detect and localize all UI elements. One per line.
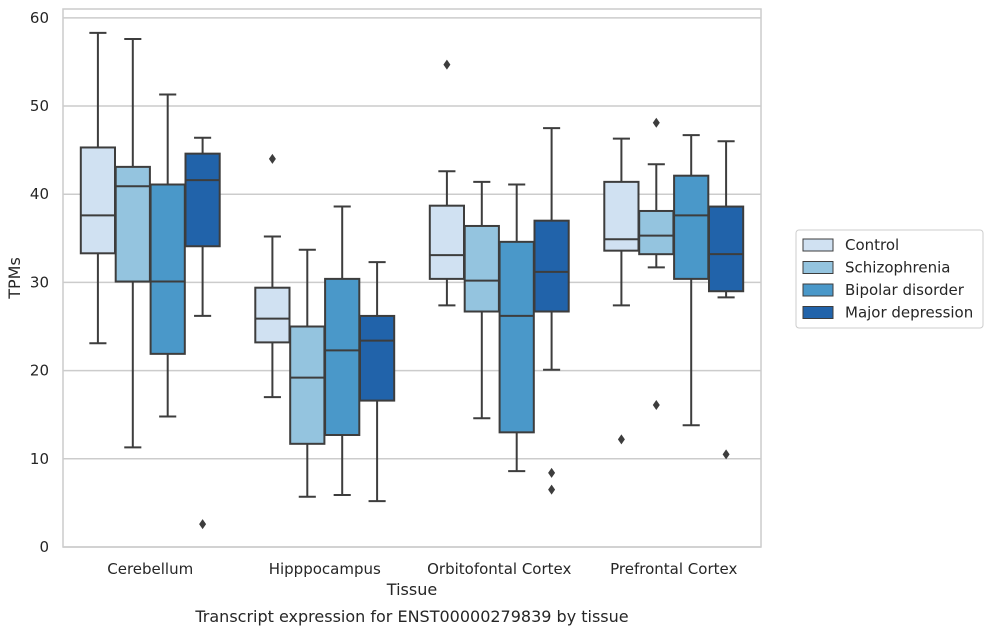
outlier-point <box>617 434 625 445</box>
outlier-point <box>652 117 660 128</box>
box-bipolar-disorder <box>149 93 186 418</box>
box-bipolar-disorder <box>673 134 710 427</box>
outlier-point <box>268 153 276 164</box>
legend-swatch <box>802 306 834 319</box>
iqr-box <box>638 209 675 256</box>
x-tick-label: Orbitofontal Cortex <box>427 560 571 578</box>
iqr-box <box>114 165 151 283</box>
legend: Control Schizophrenia Bipolar disorder Majo… <box>795 229 984 329</box>
iqr-box <box>289 325 326 445</box>
outlier-point <box>199 519 207 530</box>
outlier-point <box>652 400 660 411</box>
outlier-point <box>722 449 730 460</box>
box-control <box>79 31 117 345</box>
y-axis-ticks: 0 10 20 30 40 50 60 <box>30 9 49 556</box>
iqr-box <box>707 205 745 293</box>
iqr-box <box>428 204 466 280</box>
box-schizophrenia <box>289 248 326 498</box>
box-schizophrenia <box>638 117 675 411</box>
legend-label: Major depression <box>845 304 973 322</box>
box-major-depression <box>707 140 745 460</box>
x-tick-label: Hipppocampus <box>269 560 381 578</box>
box-bipolar-disorder <box>498 183 535 473</box>
y-tick-label: 40 <box>30 185 49 203</box>
box-schizophrenia <box>114 37 151 449</box>
iqr-box <box>498 240 535 434</box>
legend-swatch <box>802 283 834 297</box>
x-tick-label: Prefrontal Cortex <box>610 560 737 578</box>
y-tick-label: 50 <box>30 97 49 115</box>
iqr-box <box>603 180 640 252</box>
iqr-box <box>533 219 570 313</box>
iqr-box <box>254 286 291 344</box>
y-tick-label: 20 <box>30 362 49 380</box>
iqr-box <box>149 183 186 355</box>
box-major-depression <box>184 136 221 530</box>
box-major-depression <box>533 127 570 495</box>
legend-swatch <box>802 261 834 274</box>
legend-swatch <box>802 238 834 252</box>
y-tick-label: 60 <box>30 9 49 27</box>
x-tick-label: Cerebellum <box>107 560 193 578</box>
box-control <box>603 137 640 445</box>
box-major-depression <box>358 261 396 503</box>
legend-label: Schizophrenia <box>845 259 950 277</box>
box-control <box>254 153 291 399</box>
iqr-box <box>324 277 361 436</box>
iqr-box <box>358 314 396 402</box>
legend-label: Bipolar disorder <box>845 281 965 299</box>
y-tick-label: 10 <box>30 450 49 468</box>
iqr-box <box>463 224 500 313</box>
legend-label: Control <box>845 236 899 254</box>
boxes <box>79 31 745 530</box>
y-tick-label: 0 <box>39 538 49 556</box>
iqr-box <box>673 174 710 280</box>
iqr-box <box>79 146 117 255</box>
box-bipolar-disorder <box>324 205 361 496</box>
box-control <box>428 59 466 307</box>
iqr-box <box>184 152 221 248</box>
box-schizophrenia <box>463 180 500 420</box>
y-tick-label: 30 <box>30 273 49 291</box>
legend-frame <box>795 229 984 329</box>
y-axis-label: TPMs <box>5 257 24 300</box>
x-axis-label: Tissue <box>386 580 437 599</box>
outlier-point <box>443 59 451 70</box>
chart-caption: Transcript expression for ENST0000027983… <box>194 607 628 626</box>
plot-frame <box>62 8 762 548</box>
outlier-point <box>548 484 556 495</box>
outlier-point <box>548 467 556 478</box>
x-axis-ticks: Cerebellum Hipppocampus Orbitofontal Corte… <box>107 560 737 578</box>
